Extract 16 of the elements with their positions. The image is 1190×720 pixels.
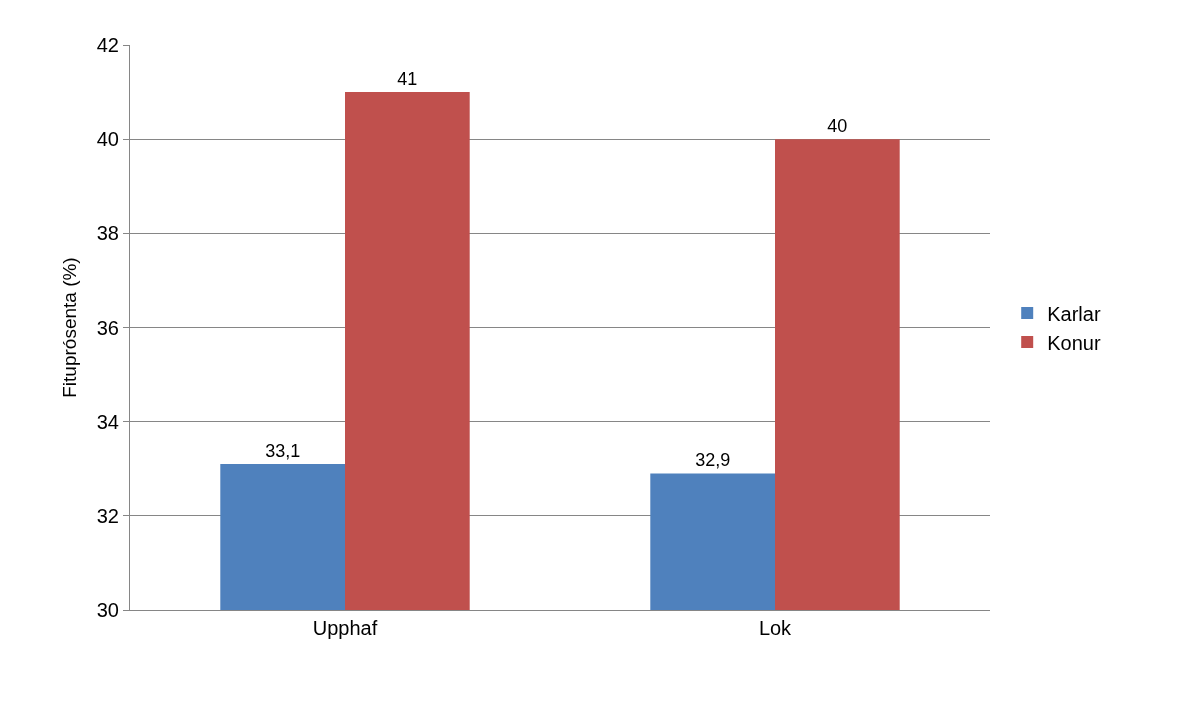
y-tick-label: 32 [96,504,119,527]
legend-label: Konur [1047,331,1101,354]
data-label: 32,9 [695,450,731,471]
y-tick-label: 40 [96,128,119,151]
legend-label: Karlar [1047,302,1101,325]
data-label: 41 [397,69,418,90]
x-tick-label: Lok [758,617,793,639]
y-tick-label: 38 [96,222,119,245]
x-tick-label: Upphaf [312,617,378,639]
y-tick-label: 34 [96,410,119,433]
data-label: 33,1 [265,441,301,462]
y-tick-label: 42 [96,34,119,56]
y-tick-label: 36 [96,316,119,339]
y-axis-title: Fituprósenta (%) [58,257,80,398]
y-tick-label: 30 [96,599,119,621]
data-label: 40 [827,116,848,137]
